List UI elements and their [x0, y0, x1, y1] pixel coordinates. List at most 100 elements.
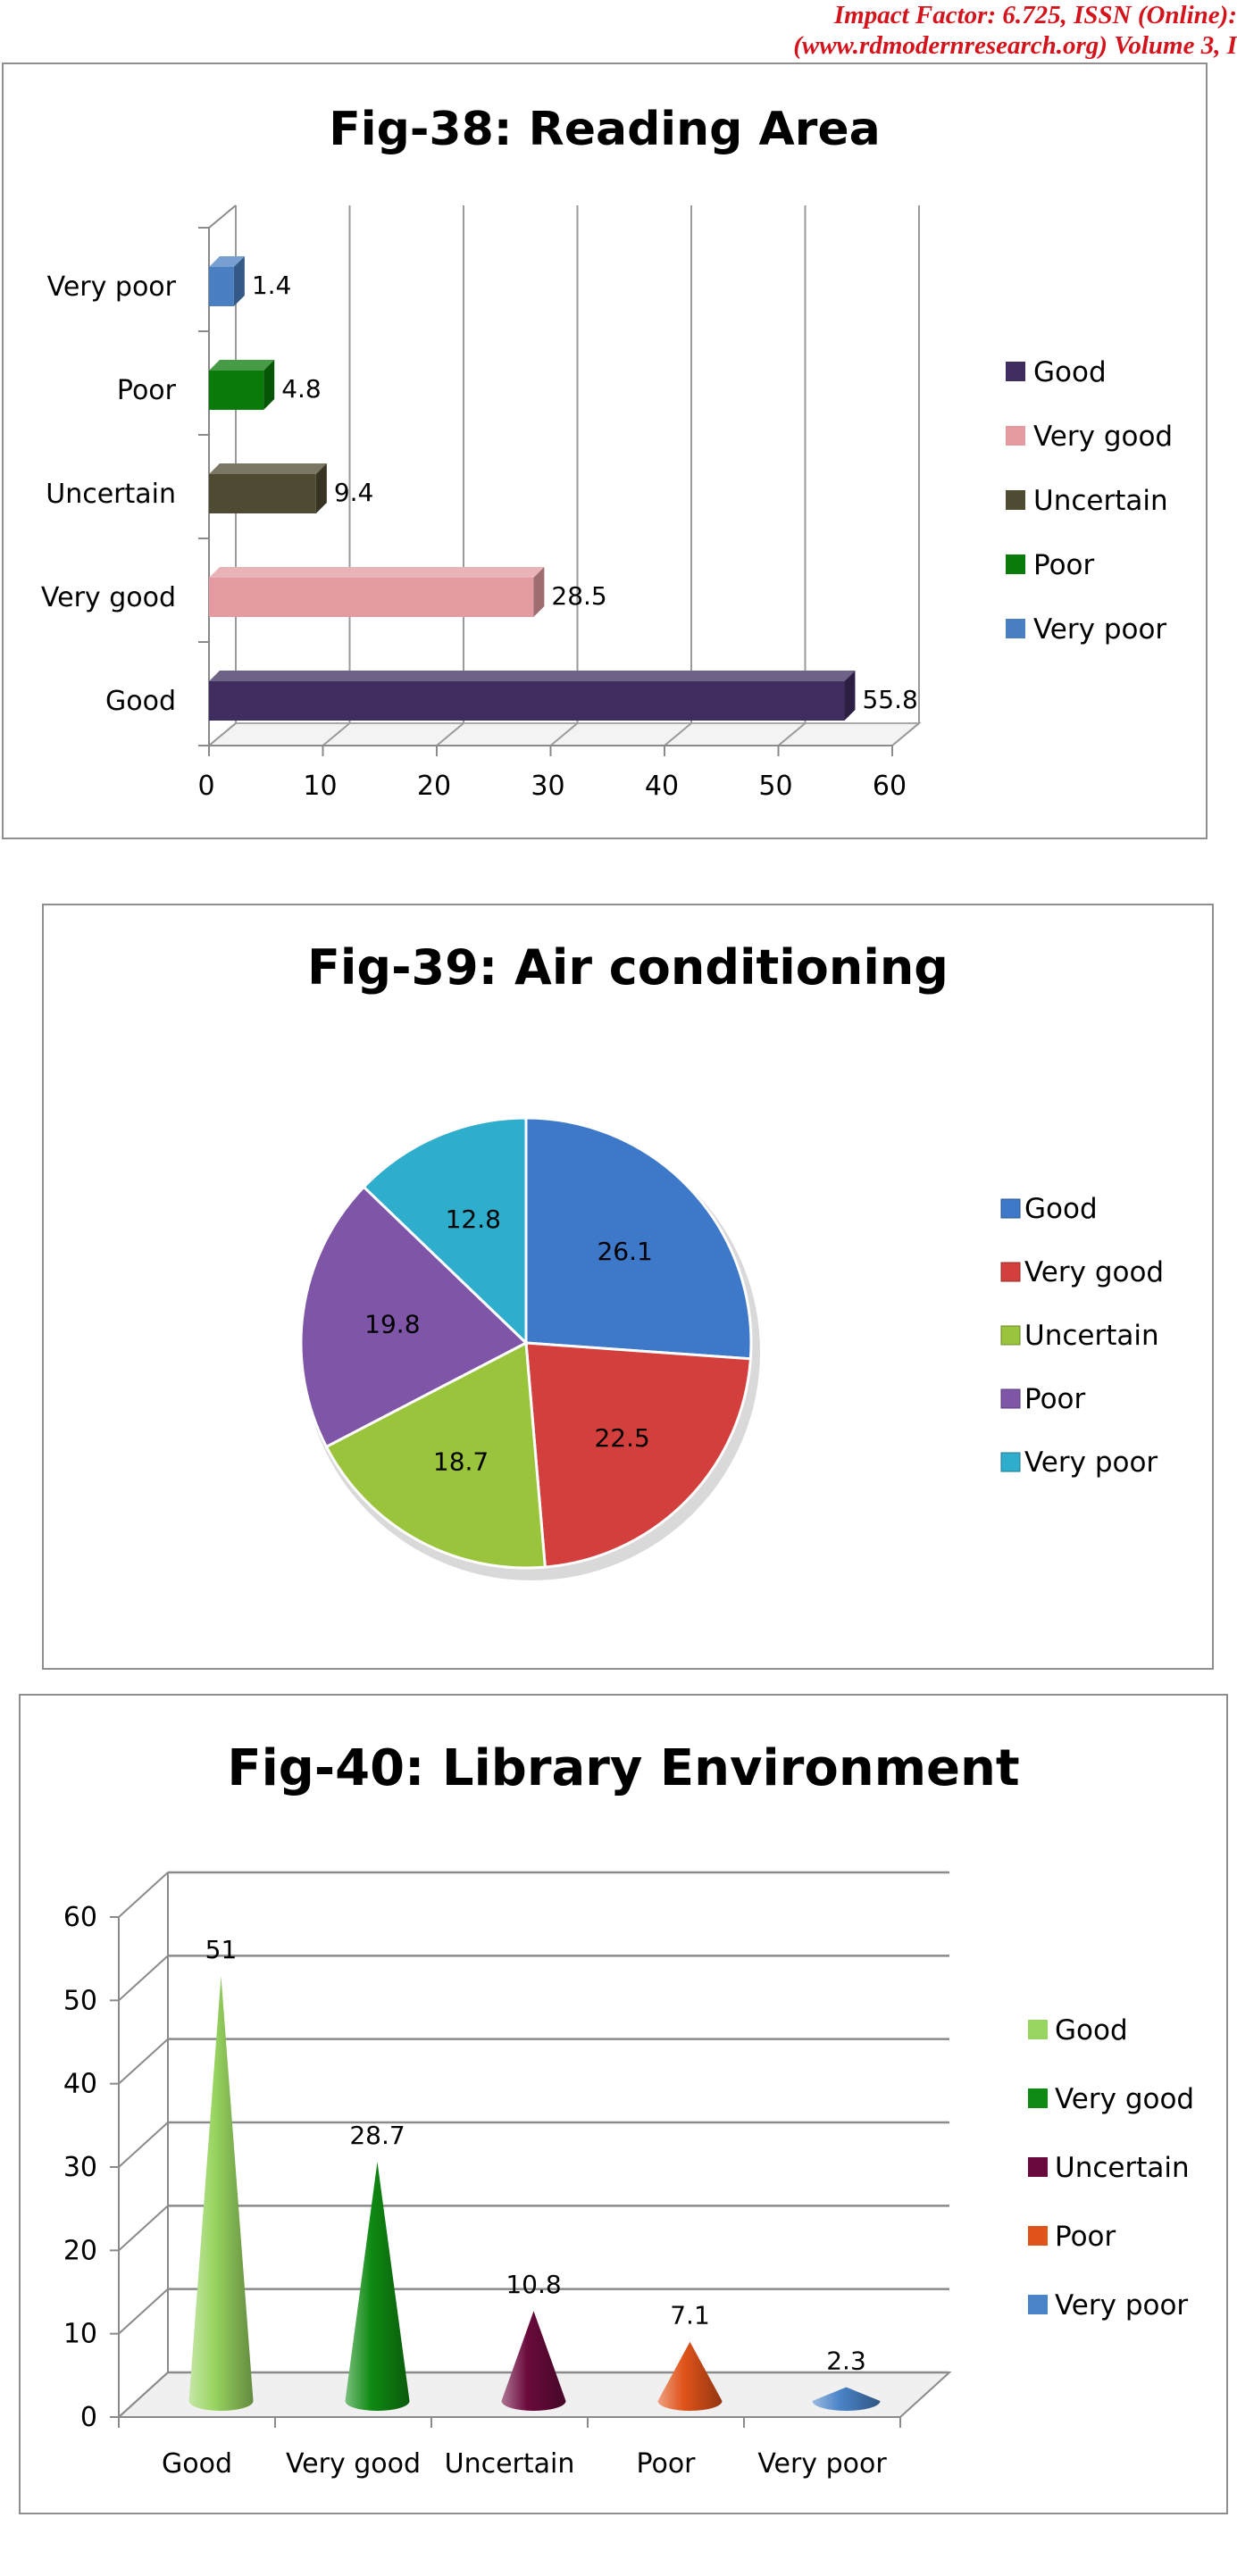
- legend-swatch-very-poor: [1028, 2295, 1048, 2314]
- air-conditioning-chart-panel: Fig-39: Air conditioning 26.1 22.5 18.7 19.8…: [42, 904, 1214, 1670]
- category-label-poor: Poor: [636, 2448, 696, 2480]
- data-label-good: 51: [205, 1935, 238, 1964]
- reading-area-chart-panel: Fig-38: Reading Area 0 10 20 30 40 50 60 1.4 Very…: [2, 63, 1208, 839]
- bar-top: [209, 567, 545, 578]
- bar-end: [844, 671, 856, 721]
- category-label-very-poor: Very poor: [47, 271, 177, 303]
- legend-swatch-good: [1000, 1198, 1021, 1219]
- bar-uncertain: [209, 463, 327, 513]
- legend-swatch-very-good: [1006, 426, 1025, 446]
- pie-slice-very-poor: [362, 1116, 528, 1346]
- data-label-poor: 19.8: [364, 1309, 420, 1338]
- bar-very-poor: [209, 256, 245, 306]
- x-tick-label: 30: [531, 771, 564, 802]
- legend-swatch-very-poor: [1000, 1452, 1021, 1472]
- data-label-uncertain: 18.7: [433, 1446, 489, 1476]
- y-tick-label: 10: [63, 2319, 97, 2350]
- bar-top: [209, 360, 275, 371]
- floor-line-50: [777, 722, 807, 746]
- floor-line-60: [891, 722, 920, 746]
- bar-face: [209, 267, 234, 306]
- cone-very-good: [345, 2162, 410, 2411]
- legend-swatch-uncertain: [1006, 490, 1025, 510]
- legend-label-very-poor: Very poor: [1033, 613, 1166, 646]
- data-label-poor: 7.1: [670, 2301, 710, 2330]
- floor-line-0: [208, 722, 237, 746]
- legend-swatch-uncertain: [1028, 2157, 1048, 2177]
- y-tick-label: 0: [80, 2402, 97, 2433]
- legend-swatch-good: [1028, 2020, 1048, 2039]
- legend-label-very-good: Very good: [1024, 1256, 1164, 1288]
- x-tick-label: 10: [303, 771, 337, 802]
- legend-label-very-good: Very good: [1033, 421, 1173, 453]
- x-tick-label: 20: [417, 771, 451, 802]
- category-label-very-poor: Very poor: [757, 2448, 887, 2480]
- chart-title: Fig-38: Reading Area: [329, 103, 880, 156]
- cone-body: [812, 2387, 881, 2411]
- bar-end: [315, 463, 327, 513]
- legend-label-poor: Poor: [1055, 2221, 1116, 2253]
- legend-label-good: Good: [1055, 2014, 1128, 2047]
- y-tick-label: 40: [63, 2069, 97, 2100]
- legend-label-very-poor: Very poor: [1055, 2289, 1188, 2322]
- data-label-good: 26.1: [597, 1237, 652, 1266]
- legend-swatch-very-good: [1000, 1262, 1021, 1282]
- side-line-10: [118, 2288, 169, 2335]
- legend-label-poor: Poor: [1033, 549, 1095, 581]
- data-label-uncertain: 9.4: [334, 478, 374, 507]
- chart-title: Fig-40: Library Environment: [227, 1739, 1019, 1797]
- pie-slice-good: [524, 1116, 753, 1361]
- category-label-good: Good: [105, 686, 176, 717]
- data-label-very-good: 28.5: [551, 581, 606, 611]
- bar-end: [233, 256, 245, 306]
- bar-end: [263, 360, 275, 410]
- category-label-very-good: Very good: [41, 582, 176, 613]
- pie-rim: [300, 1117, 752, 1569]
- bar-top: [209, 671, 856, 681]
- category-label-poor: Poor: [117, 375, 177, 406]
- cone-body: [501, 2311, 566, 2411]
- data-label-very-good: 28.7: [349, 2121, 405, 2150]
- legend-label-poor: Poor: [1024, 1383, 1086, 1415]
- legend-label-uncertain: Uncertain: [1055, 2152, 1190, 2184]
- y-tick-label: 20: [63, 2235, 97, 2266]
- cone-body: [188, 1976, 254, 2411]
- bar-very-good: [209, 567, 545, 617]
- bar-good: [209, 671, 856, 721]
- data-label-very-poor: 1.4: [252, 271, 292, 300]
- legend-swatch-poor: [1028, 2226, 1048, 2246]
- category-label-very-good: Very good: [286, 2448, 421, 2480]
- legend-label-very-poor: Very poor: [1024, 1446, 1158, 1479]
- data-label-poor: 4.8: [281, 374, 322, 404]
- bar-face: [209, 578, 534, 617]
- side-line-50: [118, 1955, 169, 2002]
- library-environment-chart-panel: Fig-40: Library Environment 0 10 20 30 40 50 60…: [19, 1694, 1228, 2514]
- legend-swatch-poor: [1000, 1388, 1021, 1409]
- side-line-0: [118, 2372, 169, 2418]
- data-label-good: 55.8: [862, 685, 917, 714]
- reading-area-chart: Fig-38: Reading Area 0 10 20 30 40 50 60 1.4 Very…: [41, 103, 1173, 802]
- bar-end: [533, 567, 545, 617]
- side-line-60: [118, 1872, 169, 1918]
- y-tick-label: 50: [63, 1985, 97, 2016]
- side-line-30: [118, 2122, 169, 2168]
- legend-label-good: Good: [1033, 356, 1107, 388]
- floor-line-30: [549, 722, 579, 746]
- legend-swatch-very-good: [1028, 2088, 1048, 2108]
- legend-label-uncertain: Uncertain: [1024, 1320, 1159, 1352]
- header-impact-factor: Impact Factor: 6.725, ISSN (Online):: [833, 1, 1237, 29]
- legend-label-very-good: Very good: [1055, 2083, 1194, 2115]
- data-label-very-poor: 12.8: [446, 1205, 501, 1234]
- category-label-uncertain: Uncertain: [46, 479, 176, 510]
- y-tick-label: 60: [63, 1902, 97, 1933]
- y-axis-top: [208, 204, 237, 229]
- header-journal-volume: (www.rdmodernresearch.org) Volume 3, I: [793, 31, 1237, 60]
- x-tick-label: 40: [645, 771, 679, 802]
- legend-label-good: Good: [1024, 1193, 1098, 1225]
- cone-good: [188, 1976, 254, 2411]
- air-conditioning-chart: Fig-39: Air conditioning 26.1 22.5 18.7 19.8…: [299, 939, 1164, 1580]
- bar-face: [209, 371, 264, 410]
- cone-very-poor: [812, 2387, 881, 2411]
- floor-line-40: [664, 722, 692, 746]
- side-line-20: [118, 2205, 169, 2252]
